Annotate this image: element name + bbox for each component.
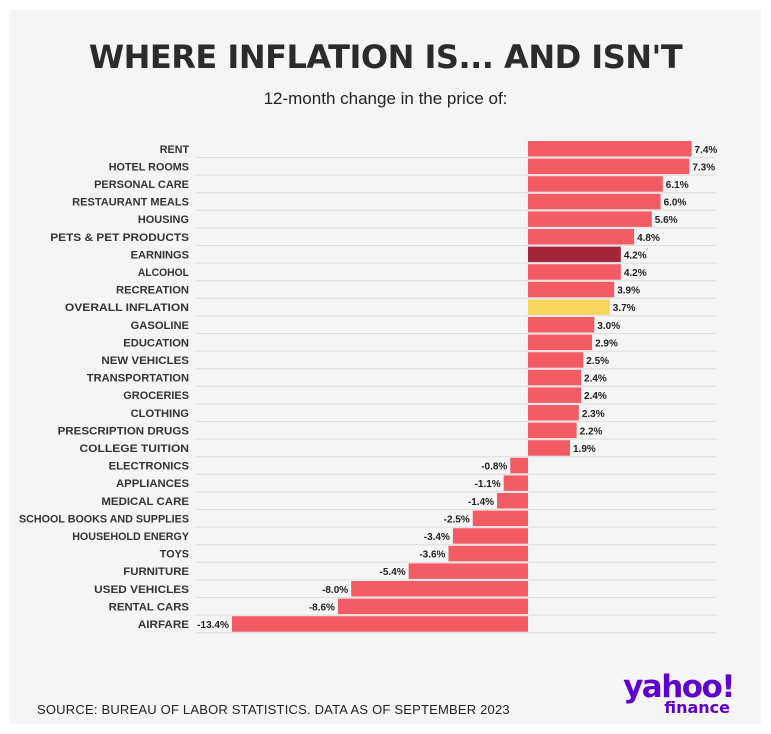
category-label: PETS & PET PRODUCTS	[50, 232, 189, 244]
value-label: 4.8%	[637, 233, 660, 244]
category-label: AIRFARE	[138, 619, 189, 631]
value-label: 6.0%	[664, 198, 687, 209]
bar	[351, 581, 528, 597]
bar	[472, 510, 528, 527]
chart-title: WHERE INFLATION IS... AND ISN'T	[88, 38, 683, 76]
infographic: WHERE INFLATION IS... AND ISN'T 12-month…	[10, 10, 761, 724]
value-label: -3.6%	[419, 550, 445, 561]
source-note: SOURCE: BUREAU OF LABOR STATISTICS. DATA…	[37, 702, 510, 717]
bar	[528, 405, 579, 421]
bar	[528, 299, 610, 315]
value-label: 7.3%	[692, 162, 715, 173]
category-label: COLLEGE TUITION	[80, 443, 190, 455]
bar	[528, 369, 582, 386]
bar	[528, 229, 635, 245]
value-label: -5.4%	[380, 567, 406, 578]
category-label: OVERALL INFLATION	[65, 302, 189, 314]
value-label: 2.9%	[595, 338, 618, 349]
logo-wordmark: yahoo!	[623, 669, 735, 705]
bar	[528, 193, 661, 210]
value-label: -1.4%	[468, 497, 494, 508]
bar	[528, 158, 690, 175]
category-label: PERSONAL CARE	[94, 179, 189, 191]
value-label: 2.4%	[584, 374, 607, 385]
category-label: HOUSEHOLD ENERGY	[72, 531, 189, 543]
value-label: 4.2%	[624, 250, 647, 261]
bar	[528, 440, 570, 456]
category-label: HOTEL ROOMS	[109, 161, 189, 173]
value-label: 4.2%	[624, 268, 647, 279]
bar	[528, 281, 615, 298]
bar	[497, 493, 528, 509]
value-label: -13.4%	[197, 620, 229, 631]
value-label: -8.0%	[322, 585, 348, 596]
bar	[528, 264, 621, 280]
bar	[510, 457, 528, 474]
bar	[528, 211, 652, 227]
value-label: 5.6%	[655, 215, 678, 226]
value-label: -8.6%	[309, 602, 335, 613]
category-label: TRANSPORTATION	[87, 373, 189, 385]
value-label: 7.4%	[695, 145, 718, 156]
value-label: 6.1%	[666, 180, 689, 191]
yahoo-finance-logo: yahoo! finance	[612, 669, 735, 717]
bar	[528, 352, 584, 368]
bar	[528, 246, 621, 263]
bar	[528, 176, 663, 192]
value-label: 1.9%	[573, 444, 596, 455]
bar	[528, 387, 582, 403]
bar	[448, 545, 528, 562]
category-label: ELECTRONICS	[109, 461, 189, 473]
bar	[337, 598, 528, 615]
bar	[528, 334, 593, 351]
value-label: 3.0%	[597, 321, 620, 332]
value-label: 2.3%	[582, 409, 605, 420]
bar	[408, 563, 528, 579]
category-label: FURNITURE	[123, 566, 189, 578]
category-label: USED VEHICLES	[94, 584, 189, 596]
category-label: EARNINGS	[131, 249, 189, 261]
category-label: GROCERIES	[123, 390, 189, 402]
value-label: -2.5%	[444, 514, 470, 525]
category-label: MEDICAL CARE	[101, 496, 189, 508]
bar	[452, 528, 528, 544]
category-label: RECREATION	[116, 285, 189, 297]
category-label: RENTAL CARS	[109, 601, 189, 613]
chart-subtitle: 12-month change in the price of:	[263, 89, 508, 108]
category-label: SCHOOL BOOKS AND SUPPLIES	[19, 513, 189, 525]
value-label: -1.1%	[475, 479, 501, 490]
category-label: EDUCATION	[123, 337, 189, 349]
bar	[503, 475, 528, 491]
category-label: TOYS	[160, 549, 189, 561]
bar-chart: RENT 7.4% HOTEL ROOMS 7.3% PERSONAL CARE 6.1%…	[19, 141, 718, 634]
bar	[528, 422, 577, 439]
category-label: NEW VEHICLES	[101, 355, 189, 367]
logo-subtext: finance	[664, 698, 730, 717]
value-label: -0.8%	[481, 462, 507, 473]
value-label: 2.4%	[584, 391, 607, 402]
category-label: CLOTHING	[131, 408, 189, 420]
value-label: 3.9%	[617, 286, 640, 297]
bar	[528, 141, 692, 157]
category-label: ALCOHOL	[138, 267, 189, 279]
value-label: 2.2%	[580, 426, 603, 437]
bar	[528, 317, 595, 333]
value-label: 2.5%	[586, 356, 609, 367]
value-label: -3.4%	[424, 532, 450, 543]
category-label: APPLIANCES	[116, 478, 189, 490]
value-label: 3.7%	[613, 303, 636, 314]
category-label: GASOLINE	[131, 320, 189, 332]
category-label: RENT	[160, 144, 189, 156]
bar	[231, 616, 529, 632]
category-label: PRESCRIPTION DRUGS	[58, 425, 189, 437]
category-label: HOUSING	[138, 214, 189, 226]
category-label: RESTAURANT MEALS	[72, 197, 189, 209]
